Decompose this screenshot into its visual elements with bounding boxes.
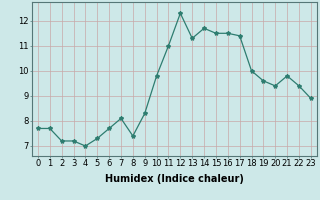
- X-axis label: Humidex (Indice chaleur): Humidex (Indice chaleur): [105, 174, 244, 184]
